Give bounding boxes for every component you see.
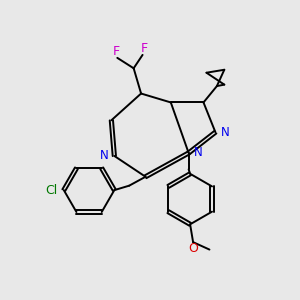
Text: F: F: [112, 45, 119, 58]
Text: N: N: [194, 146, 203, 160]
Text: F: F: [140, 42, 148, 55]
Text: O: O: [188, 242, 198, 255]
Text: N: N: [221, 126, 230, 139]
Text: N: N: [100, 149, 109, 162]
Text: Cl: Cl: [46, 184, 58, 196]
